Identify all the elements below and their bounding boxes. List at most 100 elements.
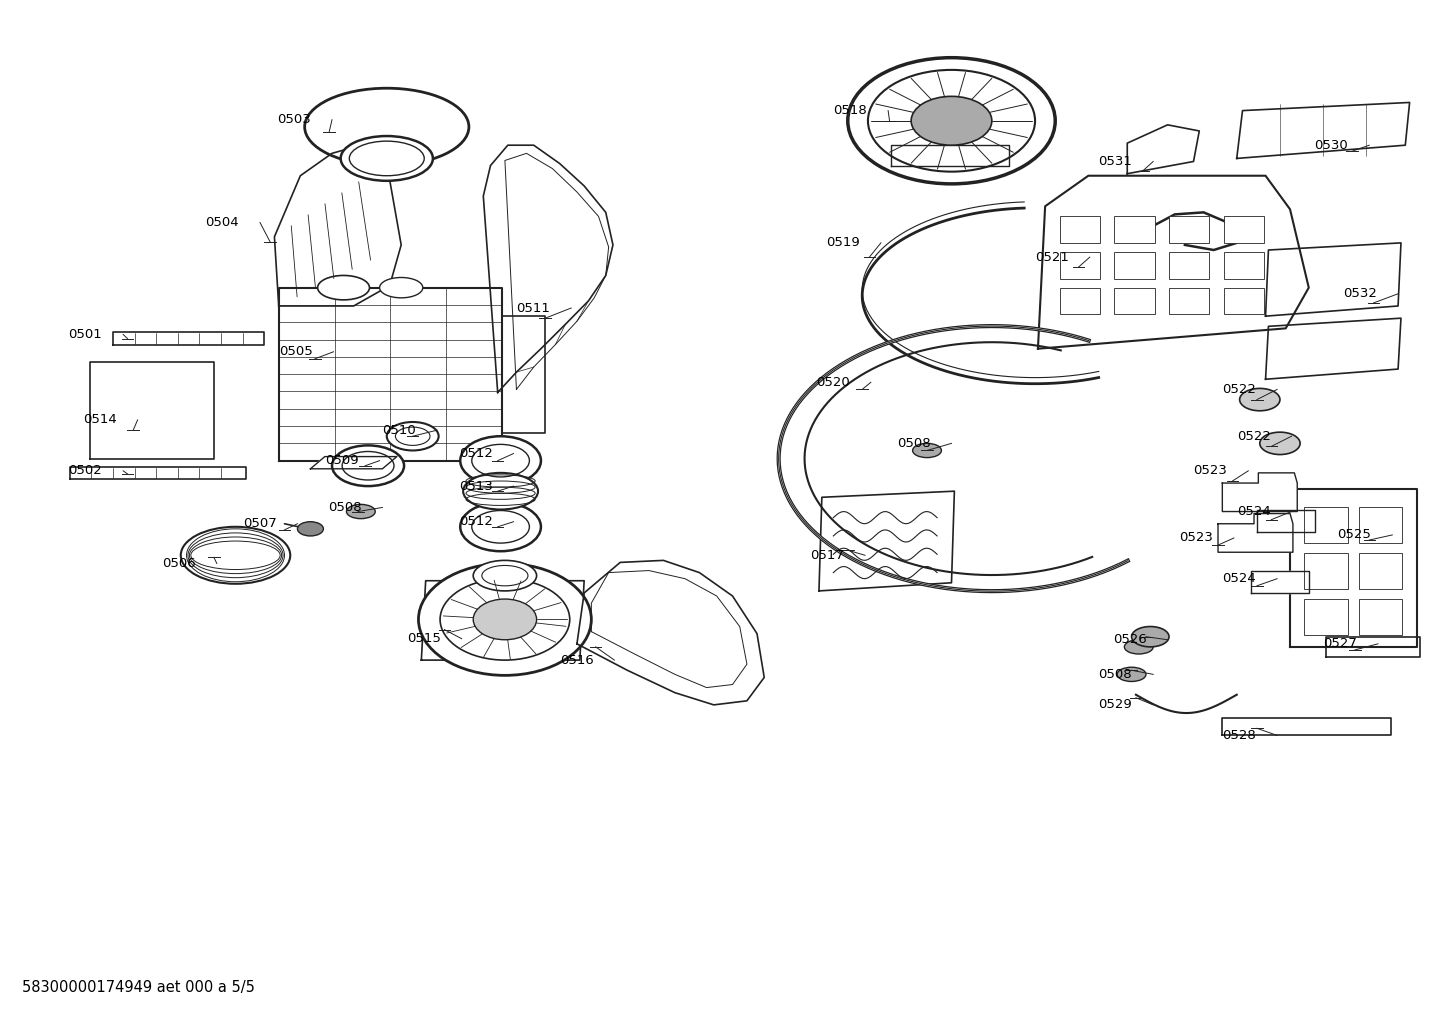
Polygon shape <box>278 287 502 461</box>
Ellipse shape <box>463 473 538 510</box>
Polygon shape <box>1257 510 1315 532</box>
Ellipse shape <box>1132 627 1169 647</box>
Ellipse shape <box>1260 432 1301 454</box>
Ellipse shape <box>1125 640 1154 654</box>
Polygon shape <box>112 332 264 344</box>
Text: 0526: 0526 <box>1113 633 1146 646</box>
Bar <box>1224 252 1265 278</box>
Ellipse shape <box>418 564 591 676</box>
Text: 0522: 0522 <box>1223 383 1256 396</box>
Ellipse shape <box>1118 667 1146 682</box>
Text: 0525: 0525 <box>1338 529 1371 541</box>
Text: 0513: 0513 <box>459 480 493 492</box>
Bar <box>1060 287 1100 314</box>
Bar <box>1115 287 1155 314</box>
Bar <box>1169 216 1210 243</box>
Bar <box>1360 599 1403 635</box>
Polygon shape <box>69 467 245 479</box>
Ellipse shape <box>297 522 323 536</box>
Polygon shape <box>1266 243 1402 316</box>
Text: 0508: 0508 <box>1099 667 1132 681</box>
Text: 0507: 0507 <box>242 518 277 530</box>
Text: 0519: 0519 <box>826 236 859 250</box>
Text: 0508: 0508 <box>327 501 362 514</box>
Polygon shape <box>1038 175 1309 348</box>
Polygon shape <box>819 491 955 591</box>
Polygon shape <box>1252 571 1309 593</box>
Polygon shape <box>310 457 397 469</box>
Ellipse shape <box>340 137 433 180</box>
Text: 0523: 0523 <box>1180 532 1213 544</box>
Text: 0514: 0514 <box>82 414 117 426</box>
Polygon shape <box>89 362 213 459</box>
Ellipse shape <box>386 422 438 450</box>
Bar <box>1060 252 1100 278</box>
Polygon shape <box>1223 718 1392 736</box>
Text: 0512: 0512 <box>459 447 493 460</box>
Polygon shape <box>1291 489 1417 647</box>
Text: 58300000174949 aet 000 a 5/5: 58300000174949 aet 000 a 5/5 <box>22 980 255 996</box>
Text: 0523: 0523 <box>1194 465 1227 477</box>
Text: 0502: 0502 <box>68 465 102 477</box>
Bar <box>1169 252 1210 278</box>
Polygon shape <box>891 145 1009 165</box>
Text: 0524: 0524 <box>1223 573 1256 585</box>
Text: 0515: 0515 <box>407 632 441 645</box>
Text: 0522: 0522 <box>1237 430 1270 442</box>
Text: 0505: 0505 <box>278 345 313 359</box>
Text: 0518: 0518 <box>833 104 867 117</box>
Ellipse shape <box>180 527 290 584</box>
Bar <box>1360 507 1403 543</box>
Ellipse shape <box>848 58 1056 183</box>
Ellipse shape <box>913 443 942 458</box>
Polygon shape <box>483 145 613 392</box>
Polygon shape <box>421 581 584 660</box>
Ellipse shape <box>911 97 992 145</box>
Bar <box>1305 553 1348 589</box>
Polygon shape <box>1128 125 1200 173</box>
Polygon shape <box>502 316 545 433</box>
Bar <box>1305 507 1348 543</box>
Ellipse shape <box>460 436 541 485</box>
Ellipse shape <box>1240 388 1280 411</box>
Bar <box>1224 287 1265 314</box>
Ellipse shape <box>346 504 375 519</box>
Bar <box>1360 553 1403 589</box>
Text: 0508: 0508 <box>897 437 930 449</box>
Text: 0530: 0530 <box>1315 139 1348 152</box>
Ellipse shape <box>473 560 536 591</box>
Text: 0521: 0521 <box>1035 251 1069 264</box>
Bar <box>1305 599 1348 635</box>
Text: 0501: 0501 <box>68 328 102 341</box>
Ellipse shape <box>379 277 423 298</box>
Ellipse shape <box>332 445 404 486</box>
Text: 0516: 0516 <box>559 653 594 666</box>
Text: 0524: 0524 <box>1237 505 1270 518</box>
Polygon shape <box>274 145 401 306</box>
Text: 0531: 0531 <box>1099 155 1132 168</box>
Bar <box>1115 216 1155 243</box>
Polygon shape <box>1327 637 1420 657</box>
Ellipse shape <box>473 599 536 640</box>
Text: 0504: 0504 <box>205 216 239 229</box>
Text: 0528: 0528 <box>1223 729 1256 742</box>
Polygon shape <box>1218 514 1293 552</box>
Text: 0520: 0520 <box>816 376 849 389</box>
Text: 0529: 0529 <box>1099 698 1132 711</box>
Text: 0517: 0517 <box>810 549 844 561</box>
Ellipse shape <box>317 275 369 300</box>
Text: 0511: 0511 <box>516 302 551 315</box>
Bar <box>1224 216 1265 243</box>
Text: 0506: 0506 <box>162 557 196 570</box>
Text: 0509: 0509 <box>324 454 359 467</box>
Ellipse shape <box>460 502 541 551</box>
Text: 0510: 0510 <box>382 424 417 436</box>
Text: 0527: 0527 <box>1324 637 1357 650</box>
Polygon shape <box>1223 473 1298 512</box>
Text: 0532: 0532 <box>1344 287 1377 301</box>
Bar <box>1115 252 1155 278</box>
Polygon shape <box>1237 103 1410 158</box>
Polygon shape <box>577 560 764 705</box>
Bar <box>1060 216 1100 243</box>
Text: 0512: 0512 <box>459 516 493 528</box>
